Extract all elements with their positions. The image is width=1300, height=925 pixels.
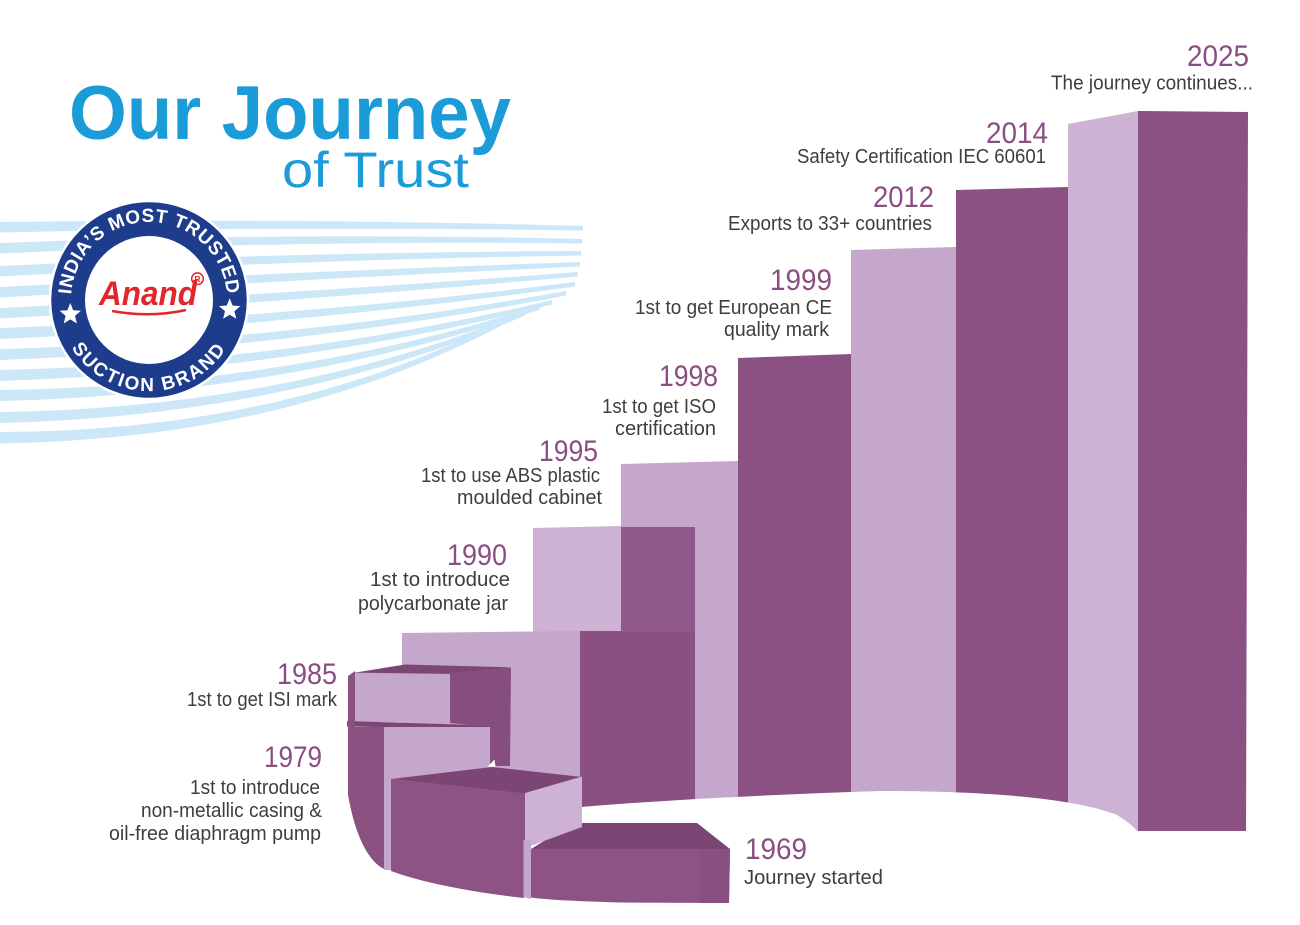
svg-text:1st to get ISO: 1st to get ISO [602,396,716,418]
svg-text:1990: 1990 [447,539,507,572]
svg-text:non-metallic casing &: non-metallic casing & [141,800,323,822]
svg-text:Exports to 33+ countries: Exports to 33+ countries [728,213,932,235]
svg-text:1979: 1979 [264,741,322,774]
svg-text:Safety Certification IEC 60601: Safety Certification IEC 60601 [797,146,1046,168]
svg-text:quality mark: quality mark [724,319,830,341]
svg-text:1st to use ABS plastic: 1st to use ABS plastic [421,465,600,487]
svg-text:1998: 1998 [659,360,718,393]
svg-text:1999: 1999 [770,264,832,297]
svg-text:certification: certification [615,418,716,440]
svg-text:R: R [194,274,200,284]
svg-text:1st to get European CE: 1st to get European CE [635,297,832,319]
svg-text:Journey started: Journey started [744,867,883,889]
svg-text:1st to get ISI mark: 1st to get ISI mark [187,689,338,711]
svg-text:1985: 1985 [277,658,337,691]
svg-text:1st to introduce: 1st to introduce [370,569,510,591]
svg-text:The journey continues...: The journey continues... [1051,73,1253,95]
svg-text:2025: 2025 [1187,40,1249,73]
svg-text:oil-free diaphragm pump: oil-free diaphragm pump [109,823,321,845]
svg-text:1st to introduce: 1st to introduce [190,777,320,799]
svg-text:1969: 1969 [745,833,807,866]
svg-text:Anand: Anand [98,275,198,313]
svg-text:moulded cabinet: moulded cabinet [457,487,602,509]
svg-text:Our Journey: Our Journey [69,71,511,156]
svg-text:1995: 1995 [539,435,598,468]
svg-text:2014: 2014 [986,117,1048,150]
svg-text:2012: 2012 [873,181,934,214]
svg-text:of Trust: of Trust [282,142,469,198]
svg-text:polycarbonate jar: polycarbonate jar [358,593,508,615]
